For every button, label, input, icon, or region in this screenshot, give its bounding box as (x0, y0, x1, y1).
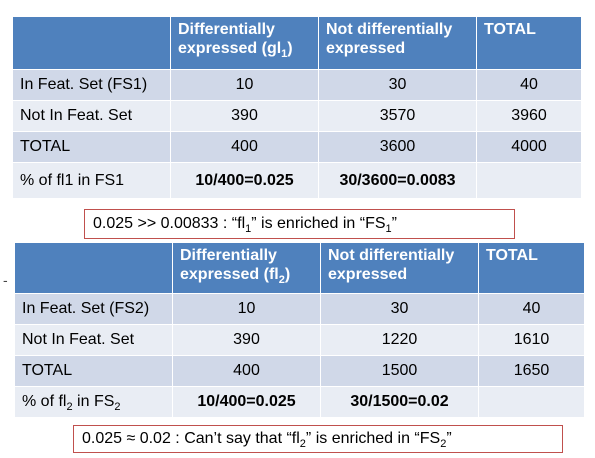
conclusion-caption-2: 0.025 ≈ 0.02 : Can’t say that “fl2” is e… (73, 425, 563, 453)
row-label: In Feat. Set (FS2) (14, 293, 173, 325)
cell-value: 390 (170, 100, 319, 132)
cell-value (476, 162, 582, 199)
header-empty-cell (14, 242, 173, 294)
table-row: In Feat. Set (FS2) 10 30 40 (14, 293, 585, 325)
cell-value: 40 (476, 69, 582, 101)
header-not-differentially-expressed: Not differentially expressed (320, 242, 479, 294)
contingency-table-fs2: Differentially expressed (fl2) Not differ… (14, 242, 585, 418)
cell-value: 3960 (476, 100, 582, 132)
header-empty-cell (12, 16, 171, 70)
table-row: Not In Feat. Set 390 3570 3960 (12, 100, 582, 132)
cell-value: 30 (320, 293, 479, 325)
cell-value: 390 (172, 324, 321, 356)
cell-value: 30 (318, 69, 477, 101)
row-label: In Feat. Set (FS1) (12, 69, 171, 101)
table-header-row: Differentially expressed (gl1) Not differ… (12, 16, 582, 70)
conclusion-caption-1: 0.025 >> 0.00833 : “fl1” is enriched in … (84, 209, 515, 239)
cell-value: 30/1500=0.02 (320, 386, 479, 418)
cell-value: 400 (172, 355, 321, 387)
table-row: TOTAL 400 1500 1650 (14, 355, 585, 387)
cell-value: 10 (172, 293, 321, 325)
row-label: % of fl2 in FS2 (14, 386, 173, 418)
header-differentially-expressed: Differentially expressed (fl2) (172, 242, 321, 294)
cell-value: 10/400=0.025 (170, 162, 319, 199)
row-label: Not In Feat. Set (12, 100, 171, 132)
header-total: TOTAL (478, 242, 585, 294)
cell-value: 40 (478, 293, 585, 325)
cell-value: 10/400=0.025 (172, 386, 321, 418)
table-row: In Feat. Set (FS1) 10 30 40 (12, 69, 582, 101)
cell-value: 1610 (478, 324, 585, 356)
cell-value: 4000 (476, 131, 582, 163)
percent-row: % of fl2 in FS2 10/400=0.025 30/1500=0.0… (14, 386, 585, 418)
cell-value: 400 (170, 131, 319, 163)
row-label: % of fl1 in FS1 (12, 162, 171, 199)
cell-value (478, 386, 585, 418)
header-differentially-expressed: Differentially expressed (gl1) (170, 16, 319, 70)
contingency-table-fs1: Differentially expressed (gl1) Not differ… (12, 16, 582, 199)
cell-value: 3570 (318, 100, 477, 132)
header-not-differentially-expressed: Not differentially expressed (318, 16, 477, 70)
cell-value: 1220 (320, 324, 479, 356)
cell-value: 30/3600=0.0083 (318, 162, 477, 199)
cell-value: 3600 (318, 131, 477, 163)
header-total: TOTAL (476, 16, 582, 70)
table-row: Not In Feat. Set 390 1220 1610 (14, 324, 585, 356)
table-header-row: Differentially expressed (fl2) Not differ… (14, 242, 585, 294)
cell-value: 1650 (478, 355, 585, 387)
cell-value: 1500 (320, 355, 479, 387)
cell-value: 10 (170, 69, 319, 101)
row-label: TOTAL (14, 355, 173, 387)
left-mark: - (3, 272, 8, 288)
table-row: TOTAL 400 3600 4000 (12, 131, 582, 163)
row-label: TOTAL (12, 131, 171, 163)
row-label: Not In Feat. Set (14, 324, 173, 356)
percent-row: % of fl1 in FS1 10/400=0.025 30/3600=0.0… (12, 162, 582, 199)
